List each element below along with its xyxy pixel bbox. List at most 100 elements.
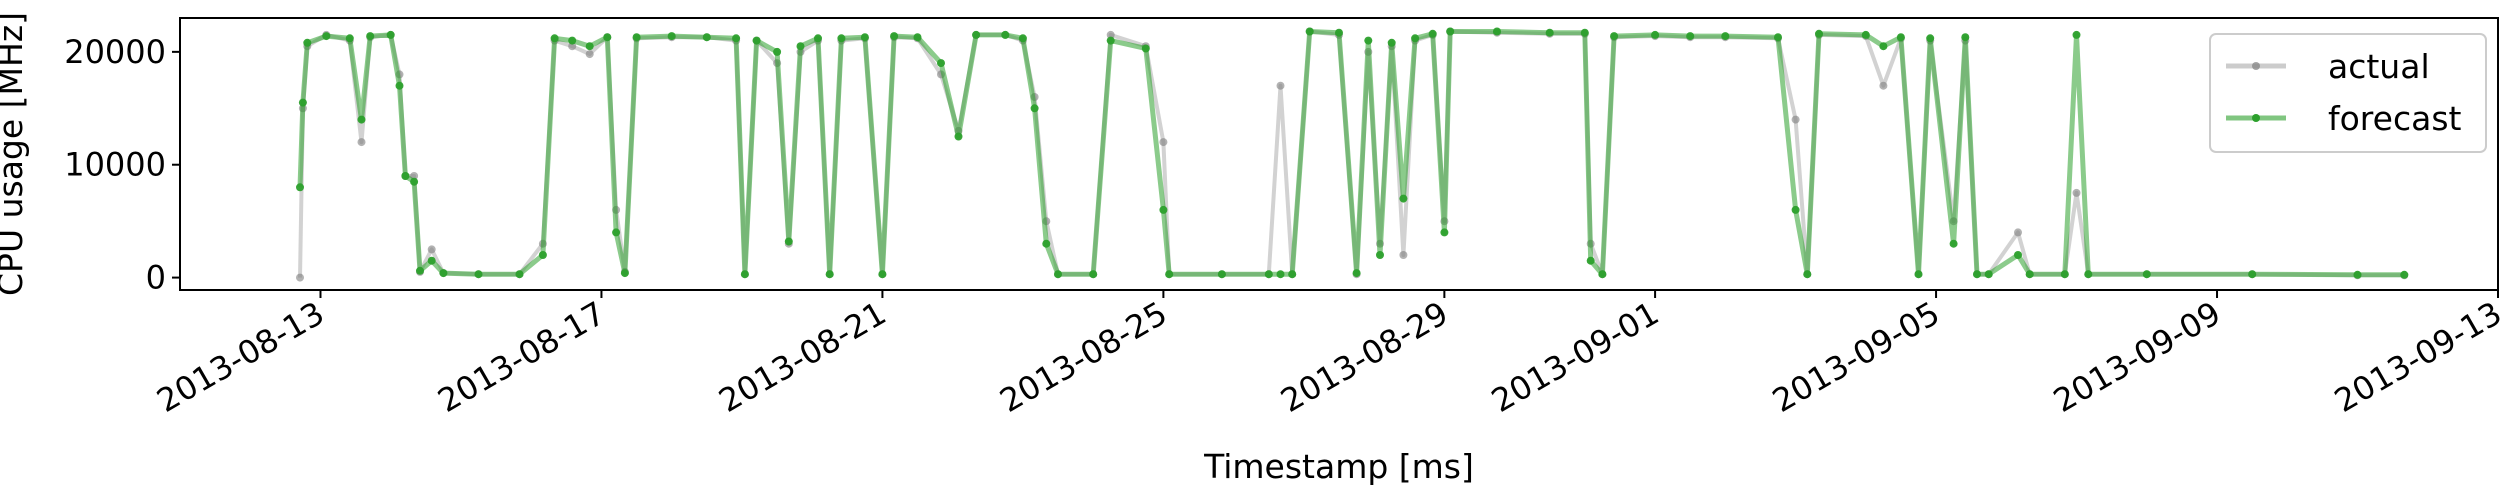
data-point-forecast: [1376, 251, 1384, 259]
data-point-forecast: [322, 32, 331, 41]
data-point-forecast: [1949, 239, 1958, 248]
data-point-forecast: [550, 34, 559, 43]
data-point-forecast: [1926, 34, 1935, 43]
data-point-forecast: [1914, 270, 1923, 279]
data-point-forecast: [474, 270, 483, 279]
data-point-forecast: [1042, 239, 1051, 248]
data-point-forecast: [913, 33, 922, 42]
data-point-actual: [357, 138, 366, 147]
data-point-actual: [1399, 251, 1408, 259]
data-point-forecast: [1803, 270, 1812, 279]
data-point-forecast: [814, 34, 822, 43]
data-point-actual: [1106, 30, 1115, 39]
data-point-forecast: [416, 266, 424, 275]
data-point-forecast: [1399, 194, 1408, 203]
data-point-actual: [296, 273, 304, 282]
data-point-forecast: [357, 115, 366, 124]
data-point-forecast: [2084, 270, 2093, 279]
data-point-forecast: [296, 183, 304, 192]
data-point-actual: [2014, 228, 2022, 237]
data-point-forecast: [632, 33, 641, 42]
x-tick-label: 2013-08-29: [1274, 294, 1454, 420]
legend-forecast-label: forecast: [2328, 99, 2462, 138]
data-point-forecast: [1089, 270, 1098, 279]
x-tick-label: 2013-08-13: [150, 294, 330, 420]
data-point-forecast: [1984, 270, 1993, 279]
legend-actual-marker: [2252, 62, 2260, 70]
data-point-actual: [1791, 115, 1800, 124]
data-point-forecast: [1276, 270, 1285, 279]
data-point-forecast: [2400, 270, 2409, 279]
series-forecast: [296, 27, 2409, 279]
data-point-forecast: [2014, 251, 2022, 259]
data-point-forecast: [784, 237, 793, 246]
legend: actual forecast: [2209, 33, 2487, 153]
data-point-forecast: [2142, 270, 2151, 279]
data-point-forecast: [2025, 270, 2034, 279]
data-point-actual: [585, 50, 594, 59]
data-point-forecast: [1288, 270, 1297, 279]
data-point-forecast: [1428, 29, 1437, 38]
data-point-forecast: [585, 42, 594, 51]
data-point-forecast: [538, 251, 547, 259]
y-tick-label: 10000: [64, 146, 166, 184]
legend-forecast-marker: [2252, 114, 2260, 122]
data-point-forecast: [410, 177, 419, 186]
x-tick-label: 2013-09-05: [1766, 294, 1946, 420]
legend-box: [2209, 33, 2487, 153]
x-axis-label: Timestamp [ms]: [1203, 447, 1474, 486]
data-point-forecast: [2072, 30, 2081, 39]
data-point-forecast: [345, 34, 354, 43]
series-layer: [296, 27, 2409, 282]
data-point-forecast: [702, 33, 711, 42]
data-point-forecast: [1961, 33, 1970, 42]
x-tick-label: 2013-08-17: [431, 294, 611, 420]
data-point-forecast: [439, 269, 448, 278]
data-point-actual: [1879, 81, 1888, 90]
data-point-forecast: [1387, 38, 1396, 47]
data-point-forecast: [395, 81, 404, 90]
data-point-forecast: [1545, 28, 1554, 37]
data-point-forecast: [401, 172, 410, 180]
data-point-actual: [1276, 81, 1285, 90]
x-tick-label: 2013-09-01: [1485, 294, 1665, 420]
data-point-forecast: [1411, 34, 1420, 43]
data-point-forecast: [386, 30, 395, 39]
data-point-actual: [2072, 188, 2081, 197]
data-point-forecast: [603, 33, 612, 42]
data-point-forecast: [612, 228, 621, 237]
data-point-actual: [427, 245, 436, 254]
data-point-actual: [1159, 138, 1168, 147]
data-point-forecast: [1364, 36, 1373, 45]
data-point-forecast: [773, 47, 782, 56]
data-point-forecast: [1686, 32, 1695, 41]
data-point-forecast: [1352, 269, 1361, 278]
data-point-forecast: [972, 30, 981, 39]
data-point-forecast: [1335, 28, 1343, 37]
y-tick-label: 20000: [64, 33, 166, 71]
data-point-forecast: [1861, 30, 1870, 39]
data-point-forecast: [2060, 270, 2069, 279]
data-point-forecast: [303, 38, 312, 47]
data-point-forecast: [2353, 270, 2362, 279]
data-point-forecast: [1217, 270, 1226, 279]
data-point-forecast: [298, 98, 307, 107]
data-point-forecast: [1305, 27, 1314, 36]
data-point-forecast: [825, 270, 834, 279]
data-point-forecast: [667, 32, 676, 41]
data-point-forecast: [620, 269, 629, 278]
data-point-forecast: [732, 34, 741, 43]
data-point-forecast: [1159, 205, 1168, 214]
data-point-forecast: [1054, 270, 1062, 279]
data-point-forecast: [1598, 270, 1607, 279]
data-point-forecast: [1001, 30, 1010, 39]
data-point-forecast: [427, 256, 436, 265]
data-point-forecast: [796, 42, 805, 51]
data-point-forecast: [1165, 270, 1174, 279]
data-point-forecast: [1896, 33, 1905, 42]
data-point-forecast: [1721, 32, 1730, 41]
data-point-forecast: [1493, 27, 1501, 36]
data-point-forecast: [1030, 104, 1039, 113]
data-point-forecast: [860, 33, 869, 42]
